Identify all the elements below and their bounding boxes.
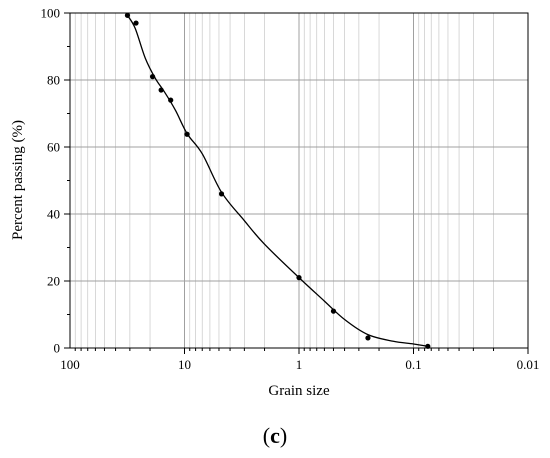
x-tick-label: 0.01: [517, 357, 540, 372]
y-tick-label: 40: [47, 207, 60, 222]
grain-size-chart: 100 10 1 0.1 0.01 0 20 40 60 80 100 Grain size Pe…: [10, 6, 539, 400]
data-point: [425, 343, 431, 349]
x-tick-label: 0.1: [405, 357, 421, 372]
caption-close: ): [279, 423, 288, 448]
data-point: [133, 20, 139, 26]
x-axis-title: Grain size: [268, 383, 330, 399]
data-point: [168, 97, 174, 103]
caption-letter: c: [270, 423, 280, 448]
axis-ticks: [64, 12, 529, 354]
data-point: [330, 308, 337, 314]
y-tick-labels: 0 20 40 60 80 100: [41, 6, 61, 356]
y-tick-label: 20: [47, 274, 60, 289]
y-tick-label: 0: [54, 341, 61, 356]
data-point: [124, 12, 131, 18]
x-tick-label: 10: [178, 357, 191, 372]
data-point: [184, 131, 190, 137]
data-point: [296, 275, 302, 281]
data-point: [218, 191, 225, 197]
y-tick-label: 60: [47, 140, 60, 155]
x-tick-labels: 100 10 1 0.1 0.01: [60, 357, 539, 372]
data-points: [124, 12, 431, 349]
grid: [70, 13, 529, 348]
y-tick-label: 100: [41, 6, 61, 21]
x-tick-label: 100: [60, 357, 80, 372]
caption-open: (: [262, 423, 271, 448]
data-point: [365, 335, 371, 341]
x-tick-label: 1: [296, 357, 303, 372]
y-axis-title: Percent passing (%): [10, 120, 26, 240]
gradation-curve: [126, 14, 428, 347]
data-point: [149, 74, 156, 80]
figure-caption: (c): [0, 423, 550, 449]
data-point: [158, 87, 164, 93]
y-tick-label: 80: [47, 73, 60, 88]
